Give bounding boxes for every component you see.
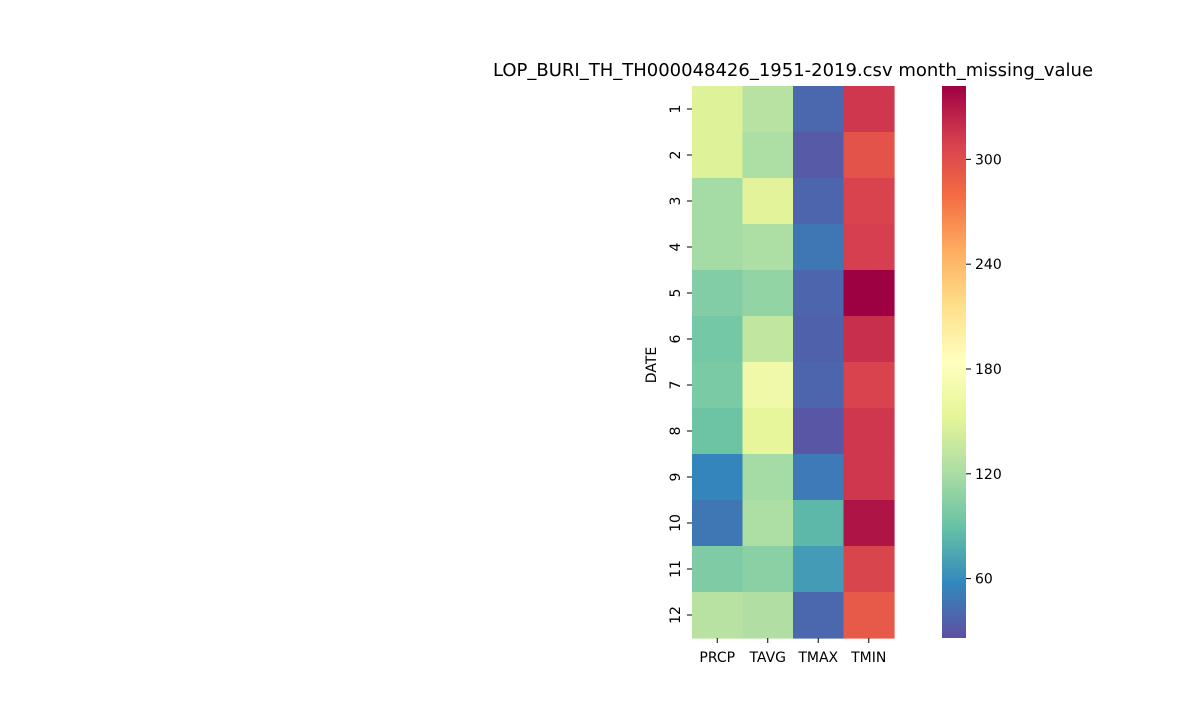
heatmap-cell — [692, 362, 744, 409]
heatmap-cell — [843, 546, 895, 593]
colorbar-ticks: 60 120 180 240 300 — [966, 152, 1002, 588]
heatmap-cell — [843, 454, 895, 501]
heatmap-cell — [793, 408, 845, 455]
heatmap-cell — [843, 316, 895, 363]
heatmap-cell — [692, 224, 744, 271]
y-tick-label: 9 — [668, 473, 684, 482]
x-tick-labels: PRCP TAVG TMAX TMIN — [699, 638, 886, 666]
heatmap-cell — [843, 592, 895, 639]
heatmap-cell — [843, 178, 895, 225]
x-tick-label: TMAX — [797, 650, 838, 666]
heatmap-cell — [793, 316, 845, 363]
heatmap-cell — [692, 500, 744, 547]
y-tick-label: 3 — [668, 197, 684, 206]
heatmap-cell — [692, 178, 744, 225]
y-tick-label: 5 — [668, 289, 684, 298]
heatmap-cell — [742, 500, 794, 547]
heatmap-cell — [843, 86, 895, 133]
heatmap-cell — [742, 408, 794, 455]
heatmap-cell — [742, 132, 794, 179]
heatmap-cell — [692, 270, 744, 317]
heatmap-cell — [742, 178, 794, 225]
heatmap-cell — [742, 362, 794, 409]
heatmap-cell — [692, 408, 744, 455]
heatmap-cell — [793, 270, 845, 317]
y-axis-label: DATE — [644, 347, 660, 383]
colorbar-tick-label: 240 — [975, 257, 1002, 273]
heatmap-cell — [793, 500, 845, 547]
y-tick-label: 6 — [668, 334, 684, 343]
y-tick-label: 4 — [668, 242, 684, 251]
heatmap-cell — [742, 86, 794, 133]
heatmap-cell — [742, 454, 794, 501]
heatmap-cell — [692, 316, 744, 363]
colorbar-tick-label: 60 — [975, 572, 993, 588]
y-tick-label: 11 — [668, 560, 684, 578]
x-tick-label: TAVG — [748, 650, 786, 666]
heatmap-cell — [793, 132, 845, 179]
heatmap-cell — [742, 546, 794, 593]
heatmap-cell — [843, 132, 895, 179]
heatmap-cell — [742, 592, 794, 639]
y-tick-label: 2 — [668, 151, 684, 160]
heatmap-cell — [742, 316, 794, 363]
x-tick-label: PRCP — [699, 650, 735, 666]
y-tick-label: 8 — [668, 427, 684, 436]
heatmap-cell — [692, 546, 744, 593]
colorbar-tick-label: 180 — [975, 362, 1002, 378]
heatmap-cell — [793, 454, 845, 501]
heatmap-cell — [793, 362, 845, 409]
heatmap-cell — [793, 546, 845, 593]
heatmap-cells — [692, 86, 895, 639]
heatmap-cell — [692, 132, 744, 179]
heatmap-cell — [742, 270, 794, 317]
heatmap-cell — [843, 408, 895, 455]
colorbar — [942, 86, 966, 638]
heatmap-cell — [692, 454, 744, 501]
x-tick-label: TMIN — [850, 650, 886, 666]
heatmap-cell — [793, 224, 845, 271]
colorbar-tick-label: 120 — [975, 467, 1002, 483]
heatmap-cell — [793, 592, 845, 639]
heatmap-cell — [843, 224, 895, 271]
y-tick-label: 10 — [668, 514, 684, 532]
heatmap-cell — [793, 178, 845, 225]
heatmap-cell — [742, 224, 794, 271]
heatmap-cell — [843, 270, 895, 317]
y-tick-label: 7 — [668, 381, 684, 390]
y-tick-label: 1 — [668, 105, 684, 114]
colorbar-tick-label: 300 — [975, 152, 1002, 168]
heatmap-cell — [692, 86, 744, 133]
heatmap-cell — [692, 592, 744, 639]
heatmap-cell — [843, 362, 895, 409]
heatmap-cell — [793, 86, 845, 133]
heatmap-cell — [843, 500, 895, 547]
y-tick-label: 12 — [668, 606, 684, 624]
chart-title: LOP_BURI_TH_TH000048426_1951-2019.csv mo… — [493, 60, 1093, 81]
